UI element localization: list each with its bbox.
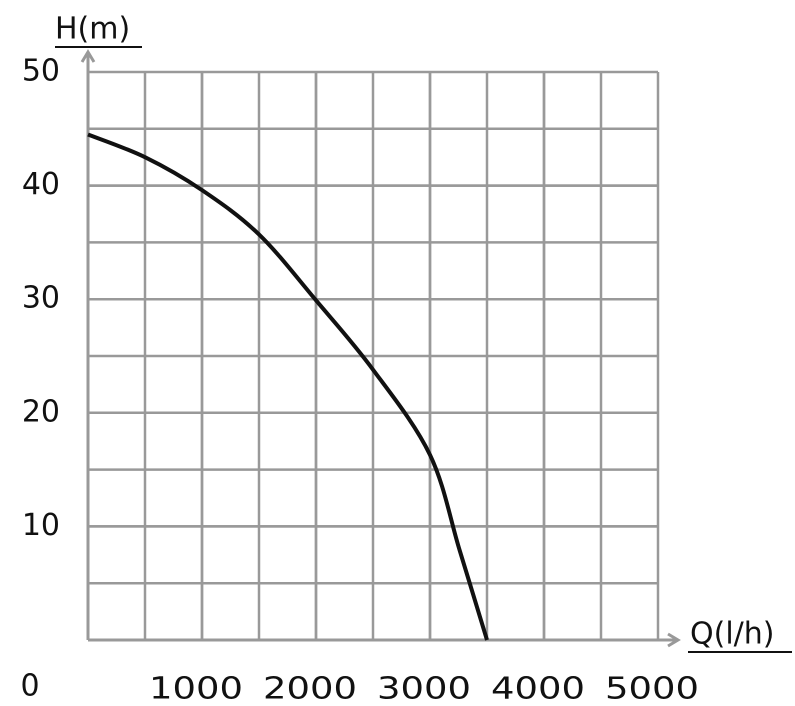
y-axis-label: H(m) xyxy=(55,12,130,47)
x-axis-label: Q(l/h) xyxy=(690,617,774,652)
x-tick-label: 2000 xyxy=(263,672,357,706)
x-axis-arrow xyxy=(667,632,681,648)
x-tick-label: 5000 xyxy=(605,672,699,706)
y-axis-arrow xyxy=(80,49,96,63)
x-tick-label: 3000 xyxy=(377,672,471,706)
x-tick-label: 1000 xyxy=(149,672,243,706)
y-tick-label: 40 xyxy=(22,167,60,202)
x-tick-label: 4000 xyxy=(491,672,585,706)
y-tick-label: 10 xyxy=(22,508,60,543)
y-tick-label: 20 xyxy=(22,394,60,429)
y-tick-label: 50 xyxy=(22,54,60,89)
origin-label: 0 xyxy=(20,669,39,704)
curve xyxy=(87,132,489,641)
y-tick-label: 30 xyxy=(22,281,60,316)
